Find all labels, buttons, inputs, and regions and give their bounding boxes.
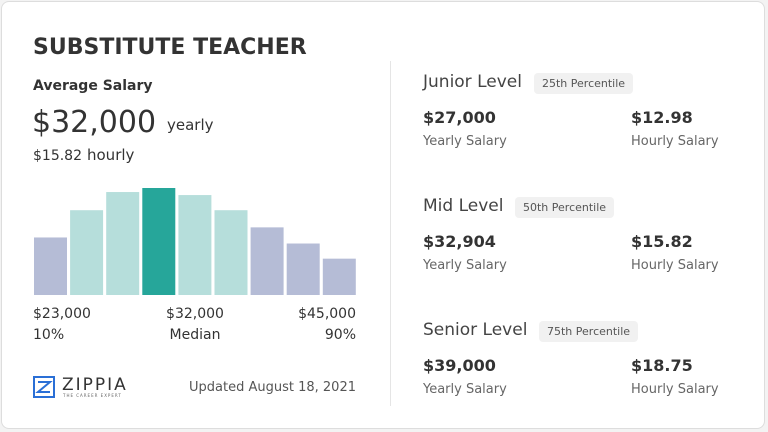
level-name: Junior Level	[423, 72, 522, 92]
bar	[34, 237, 67, 295]
high-percent: 90%	[324, 327, 356, 343]
percentile: 75th Percentile	[539, 321, 639, 342]
bar	[250, 227, 284, 295]
histogram	[34, 188, 356, 295]
level-name: Senior Level	[423, 320, 528, 340]
bar	[70, 210, 104, 295]
bar	[178, 195, 212, 295]
title: SUBSTITUTE TEACHER	[33, 35, 307, 60]
percentile: 25th Percentile	[534, 73, 634, 94]
level-yearly: $39,000	[423, 356, 496, 375]
level-yearly: $32,904	[423, 232, 496, 251]
level-name: Mid Level	[423, 196, 504, 216]
low-percent: 10%	[33, 327, 65, 343]
average-hourly: $15.82	[33, 148, 82, 164]
yearly-label: Yearly Salary	[423, 382, 507, 397]
updated: Updated August 18, 2021	[189, 380, 356, 395]
level-hourly: $15.82	[631, 232, 693, 251]
range-high: $45,000	[298, 306, 356, 322]
logo-tagline: THE CAREER EXPERT	[63, 393, 122, 398]
yearly-label: Yearly Salary	[423, 258, 507, 273]
divider	[390, 61, 391, 406]
hourly-unit: hourly	[87, 146, 135, 164]
level-hourly: $18.75	[631, 356, 693, 375]
hourly-label: Hourly Salary	[631, 382, 719, 397]
logo-name: ZIPPIA	[62, 375, 128, 395]
average-label: Average Salary	[33, 78, 153, 94]
hourly-label: Hourly Salary	[631, 134, 719, 149]
logo-icon	[33, 376, 55, 398]
range-median: $32,000	[166, 306, 224, 322]
average-yearly: $32,000	[32, 105, 157, 140]
yearly-unit: yearly	[167, 116, 214, 134]
yearly-label: Yearly Salary	[423, 134, 507, 149]
bar	[214, 210, 248, 295]
bar	[286, 243, 320, 295]
bar	[322, 258, 356, 295]
bar	[142, 188, 176, 295]
bar	[106, 192, 140, 295]
range-low: $23,000	[33, 306, 91, 322]
level-hourly: $12.98	[631, 108, 693, 127]
level-yearly: $27,000	[423, 108, 496, 127]
hourly-label: Hourly Salary	[631, 258, 719, 273]
median-label: Median	[169, 327, 221, 343]
percentile: 50th Percentile	[515, 197, 615, 218]
